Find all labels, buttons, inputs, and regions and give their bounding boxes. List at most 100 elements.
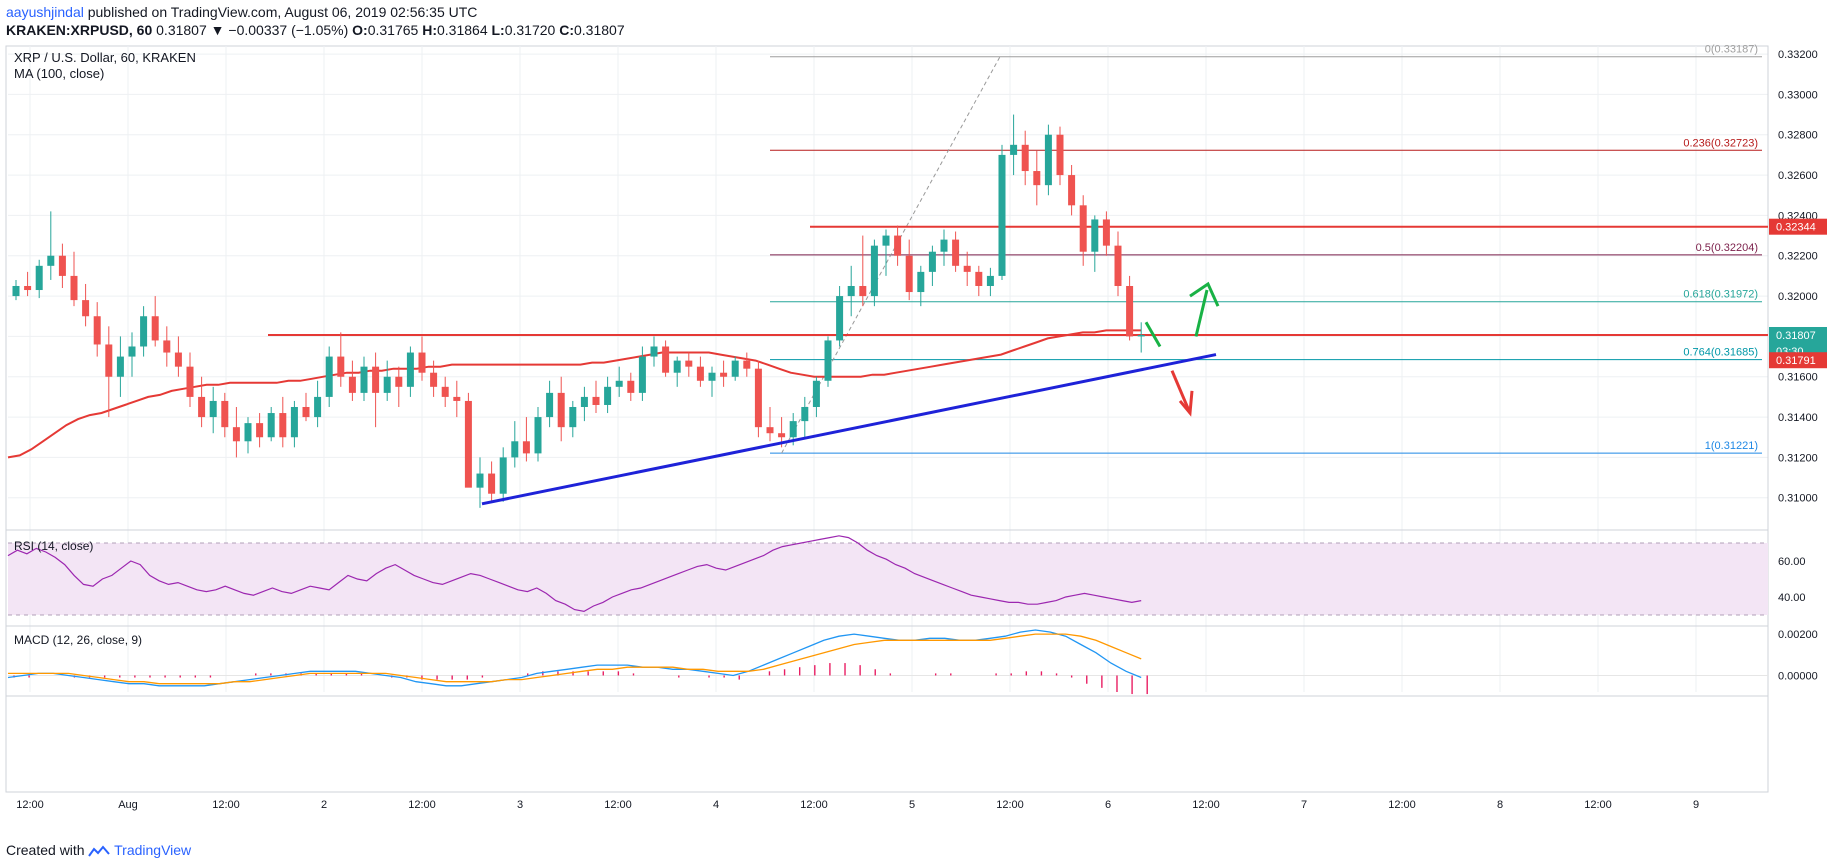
ma100-line (7, 329, 1142, 459)
price-tick-label: 0.31200 (1778, 452, 1818, 464)
price-value: 0.31807 (156, 22, 207, 38)
macd-panel: 0.00200 0.00000 (7, 629, 1818, 695)
signal-line (8, 633, 1142, 685)
candle-body (754, 368, 762, 428)
support-trend-line (481, 353, 1217, 506)
tradingview-link[interactable]: TradingView (114, 842, 192, 858)
time-tick-label: 5 (909, 799, 915, 811)
candle-body (870, 245, 878, 297)
candle-body (511, 441, 519, 458)
fibonacci-retracement[interactable]: 0(0.33187) 0.236(0.32723) 0.5(0.32204) 0.61… (770, 44, 1762, 454)
close-label: C: (559, 22, 574, 38)
candle-body (1056, 134, 1064, 176)
fib-level-label: 0.5(0.32204) (1696, 242, 1758, 254)
candle-body (441, 386, 449, 397)
time-tick-label: 4 (713, 799, 719, 811)
candle-body (174, 352, 182, 367)
time-tick-label: 12:00 (1192, 799, 1220, 811)
candle-body (847, 285, 855, 297)
macd-line (7, 629, 1142, 687)
time-axis[interactable]: 12:00 Aug 12:00 2 12:00 3 12:00 4 12:00 5 12:00 6 12… (16, 799, 1699, 811)
low-label: L: (491, 22, 505, 38)
author-link[interactable]: aayushjindal (6, 4, 84, 20)
candle-body (267, 413, 275, 438)
candle-body (221, 400, 229, 428)
candle-body (986, 275, 994, 286)
chart-svg[interactable]: 60.00 40.00 0.00200 0.00000 0(0.33187) 0.23… (0, 44, 1828, 834)
candle-body (244, 423, 252, 442)
candle-body (928, 251, 936, 272)
green-arrow-short (1144, 321, 1162, 348)
candle-body (1010, 144, 1018, 155)
candle-body (314, 396, 322, 418)
time-tick-label: Aug (118, 799, 138, 811)
red-arrow-down-shaft (1170, 370, 1192, 414)
rsi-band (8, 543, 1768, 615)
candle-body (604, 386, 612, 405)
candle-body (279, 413, 287, 438)
candle-body (105, 344, 113, 377)
candle-body (383, 376, 391, 393)
candle-body (406, 352, 414, 387)
fib-level-label: 0.618(0.31972) (1683, 289, 1758, 301)
candle-body (824, 340, 832, 381)
candle-body (163, 340, 171, 353)
candle-body (209, 400, 217, 418)
candle-body (1091, 219, 1099, 252)
candle-body (12, 285, 20, 297)
price-tick-label: 0.31000 (1778, 493, 1818, 505)
rsi-legend: RSI (14, close) (14, 539, 93, 553)
candle-body (488, 473, 496, 494)
candle-body (290, 406, 298, 438)
candle-body (696, 366, 704, 381)
symbol-label: KRAKEN:XRPUSD, 60 (6, 22, 153, 38)
published-text: published on TradingView.com, August 06,… (87, 4, 478, 20)
candle-body (24, 285, 32, 291)
chart-drawings[interactable] (481, 281, 1220, 506)
candle-body (476, 473, 484, 488)
rsi-panel: 60.00 40.00 (7, 535, 1806, 616)
candle-body (1102, 219, 1110, 246)
chart-area[interactable]: 60.00 40.00 0.00200 0.00000 0(0.33187) 0.23… (0, 44, 1828, 834)
time-tick-label: 3 (517, 799, 523, 811)
candle-body (905, 255, 913, 293)
candle-body (128, 346, 136, 357)
resistance-levels[interactable] (268, 225, 1768, 336)
time-tick-label: 12:00 (800, 799, 828, 811)
high-label: H: (422, 22, 437, 38)
time-tick-label: 12:00 (212, 799, 240, 811)
candlestick-series (12, 114, 1145, 508)
fib-level-label: 0(0.33187) (1705, 44, 1758, 56)
candle-body (882, 235, 890, 246)
candle-body (325, 356, 333, 397)
candle-body (812, 380, 820, 407)
candle-body (952, 239, 960, 266)
candle-body (47, 255, 55, 266)
candle-body (232, 427, 240, 442)
candle-body (940, 239, 948, 252)
candle-body (963, 265, 971, 272)
candle-body (302, 406, 310, 418)
tradingview-logo-icon (88, 845, 111, 857)
price-axis[interactable]: 0.332000.330000.328000.326000.324000.322… (1769, 49, 1827, 505)
green-arrow-up-head (1189, 281, 1220, 307)
publish-line: aayushjindal published on TradingView.co… (6, 4, 477, 20)
created-with-text: Created with (6, 842, 85, 858)
candle-body (70, 275, 78, 301)
fib-level-label: 0.236(0.32723) (1683, 137, 1758, 149)
main-chart-title: XRP / U.S. Dollar, 60, KRAKEN (14, 50, 196, 65)
price-tick-label: 0.32600 (1778, 170, 1818, 182)
candle-body (546, 392, 554, 418)
price-tag-label: 0.31791 (1776, 355, 1816, 367)
price-tick-label: 0.31400 (1778, 412, 1818, 424)
time-tick-label: 2 (321, 799, 327, 811)
candle-body (453, 396, 461, 401)
candle-body (1033, 171, 1041, 186)
moving-average (7, 329, 1142, 459)
price-tag-label: 0.32344 (1776, 222, 1816, 234)
rsi-line (7, 535, 1142, 613)
candle-body (522, 441, 530, 454)
time-tick-label: 12:00 (16, 799, 44, 811)
time-tick-label: 7 (1301, 799, 1307, 811)
close-value: 0.31807 (574, 22, 625, 38)
